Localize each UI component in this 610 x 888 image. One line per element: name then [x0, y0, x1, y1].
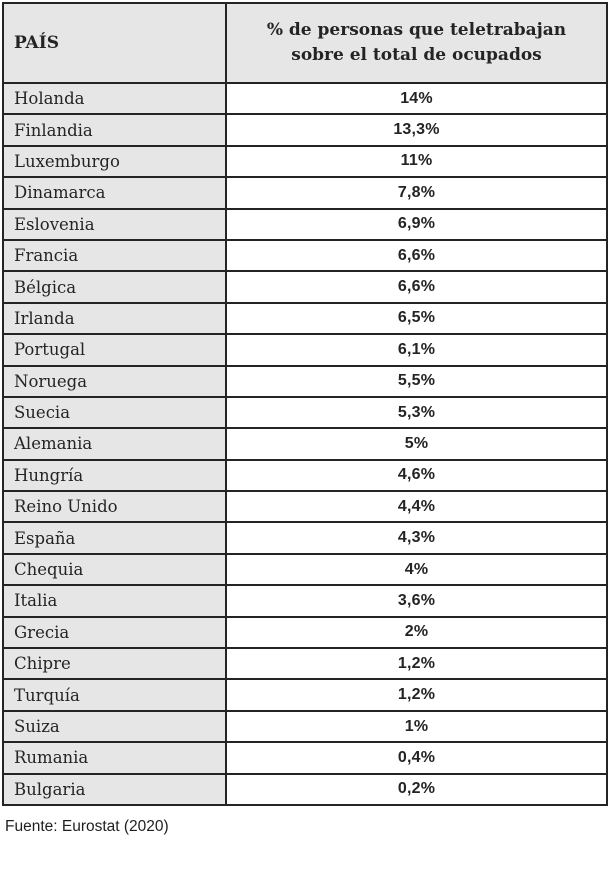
- table-row: Holanda 14%: [2, 81, 608, 116]
- country-cell: Chequia: [2, 552, 227, 587]
- value-cell: 2%: [225, 615, 608, 650]
- country-cell: Eslovenia: [2, 207, 227, 241]
- table-row: Irlanda 6,5%: [2, 301, 608, 336]
- value-cell: 3,6%: [225, 584, 608, 618]
- country-cell: España: [2, 521, 227, 555]
- value-cell: 5%: [225, 427, 608, 461]
- country-cell: Irlanda: [2, 301, 227, 336]
- table-row: Reino Unido 4,4%: [2, 490, 608, 524]
- value-cell: 4,3%: [225, 521, 608, 555]
- table-row: Francia 6,6%: [2, 238, 608, 273]
- header-cell-value: % de personas que teletrabajan sobre el …: [225, 2, 608, 84]
- table-row: Turquía 1,2%: [2, 678, 608, 712]
- value-cell: 5,5%: [225, 364, 608, 398]
- table-row: España 4,3%: [2, 521, 608, 555]
- value-cell: 1,2%: [225, 678, 608, 712]
- country-cell: Reino Unido: [2, 490, 227, 524]
- country-cell: Suecia: [2, 395, 227, 430]
- country-cell: Grecia: [2, 615, 227, 650]
- table-row: Italia 3,6%: [2, 584, 608, 618]
- value-cell: 6,6%: [225, 238, 608, 273]
- value-cell: 7,8%: [225, 176, 608, 210]
- value-cell: 6,5%: [225, 301, 608, 336]
- table-body: Holanda 14% Finlandia 13,3% Luxemburgo 11% Din…: [2, 81, 608, 806]
- table-row: Suiza 1%: [2, 709, 608, 744]
- value-cell: 11%: [225, 144, 608, 179]
- source-note: Fuente: Eurostat (2020): [5, 817, 169, 835]
- country-cell: Rumania: [2, 741, 227, 775]
- table-row: Chipre 1,2%: [2, 647, 608, 681]
- country-cell: Dinamarca: [2, 176, 227, 210]
- table-row: Bulgaria 0,2%: [2, 772, 608, 806]
- table-row: Luxemburgo 11%: [2, 144, 608, 179]
- country-cell: Bélgica: [2, 270, 227, 304]
- table-header: PAÍS % de personas que teletrabajan sobr…: [2, 2, 608, 84]
- value-cell: 0,4%: [225, 741, 608, 775]
- table-row: Noruega 5,5%: [2, 364, 608, 398]
- table-row: Rumania 0,4%: [2, 741, 608, 775]
- value-cell: 14%: [225, 81, 608, 116]
- value-cell: 4%: [225, 552, 608, 587]
- country-cell: Portugal: [2, 333, 227, 367]
- country-cell: Francia: [2, 238, 227, 273]
- country-cell: Suiza: [2, 709, 227, 744]
- value-cell: 6,1%: [225, 333, 608, 367]
- country-cell: Alemania: [2, 427, 227, 461]
- table-row: Grecia 2%: [2, 615, 608, 650]
- value-cell: 6,9%: [225, 207, 608, 241]
- table-row: Hungría 4,6%: [2, 458, 608, 493]
- country-cell: Chipre: [2, 647, 227, 681]
- value-cell: 0,2%: [225, 772, 608, 806]
- value-cell: 4,6%: [225, 458, 608, 493]
- country-cell: Luxemburgo: [2, 144, 227, 179]
- table-row: Finlandia 13,3%: [2, 113, 608, 147]
- header-row: PAÍS % de personas que teletrabajan sobr…: [2, 2, 608, 84]
- table-row: Eslovenia 6,9%: [2, 207, 608, 241]
- country-cell: Hungría: [2, 458, 227, 493]
- country-cell: Turquía: [2, 678, 227, 712]
- country-cell: Holanda: [2, 81, 227, 116]
- telework-table: PAÍS % de personas que teletrabajan sobr…: [2, 2, 608, 806]
- country-cell: Finlandia: [2, 113, 227, 147]
- country-cell: Bulgaria: [2, 772, 227, 806]
- table-row: Portugal 6,1%: [2, 333, 608, 367]
- table-row: Alemania 5%: [2, 427, 608, 461]
- table-row: Suecia 5,3%: [2, 395, 608, 430]
- value-cell: 13,3%: [225, 113, 608, 147]
- value-cell: 4,4%: [225, 490, 608, 524]
- value-cell: 5,3%: [225, 395, 608, 430]
- value-cell: 6,6%: [225, 270, 608, 304]
- value-cell: 1%: [225, 709, 608, 744]
- country-cell: Noruega: [2, 364, 227, 398]
- header-cell-country: PAÍS: [2, 2, 227, 84]
- table-row: Chequia 4%: [2, 552, 608, 587]
- table-row: Dinamarca 7,8%: [2, 176, 608, 210]
- table-row: Bélgica 6,6%: [2, 270, 608, 304]
- value-cell: 1,2%: [225, 647, 608, 681]
- country-cell: Italia: [2, 584, 227, 618]
